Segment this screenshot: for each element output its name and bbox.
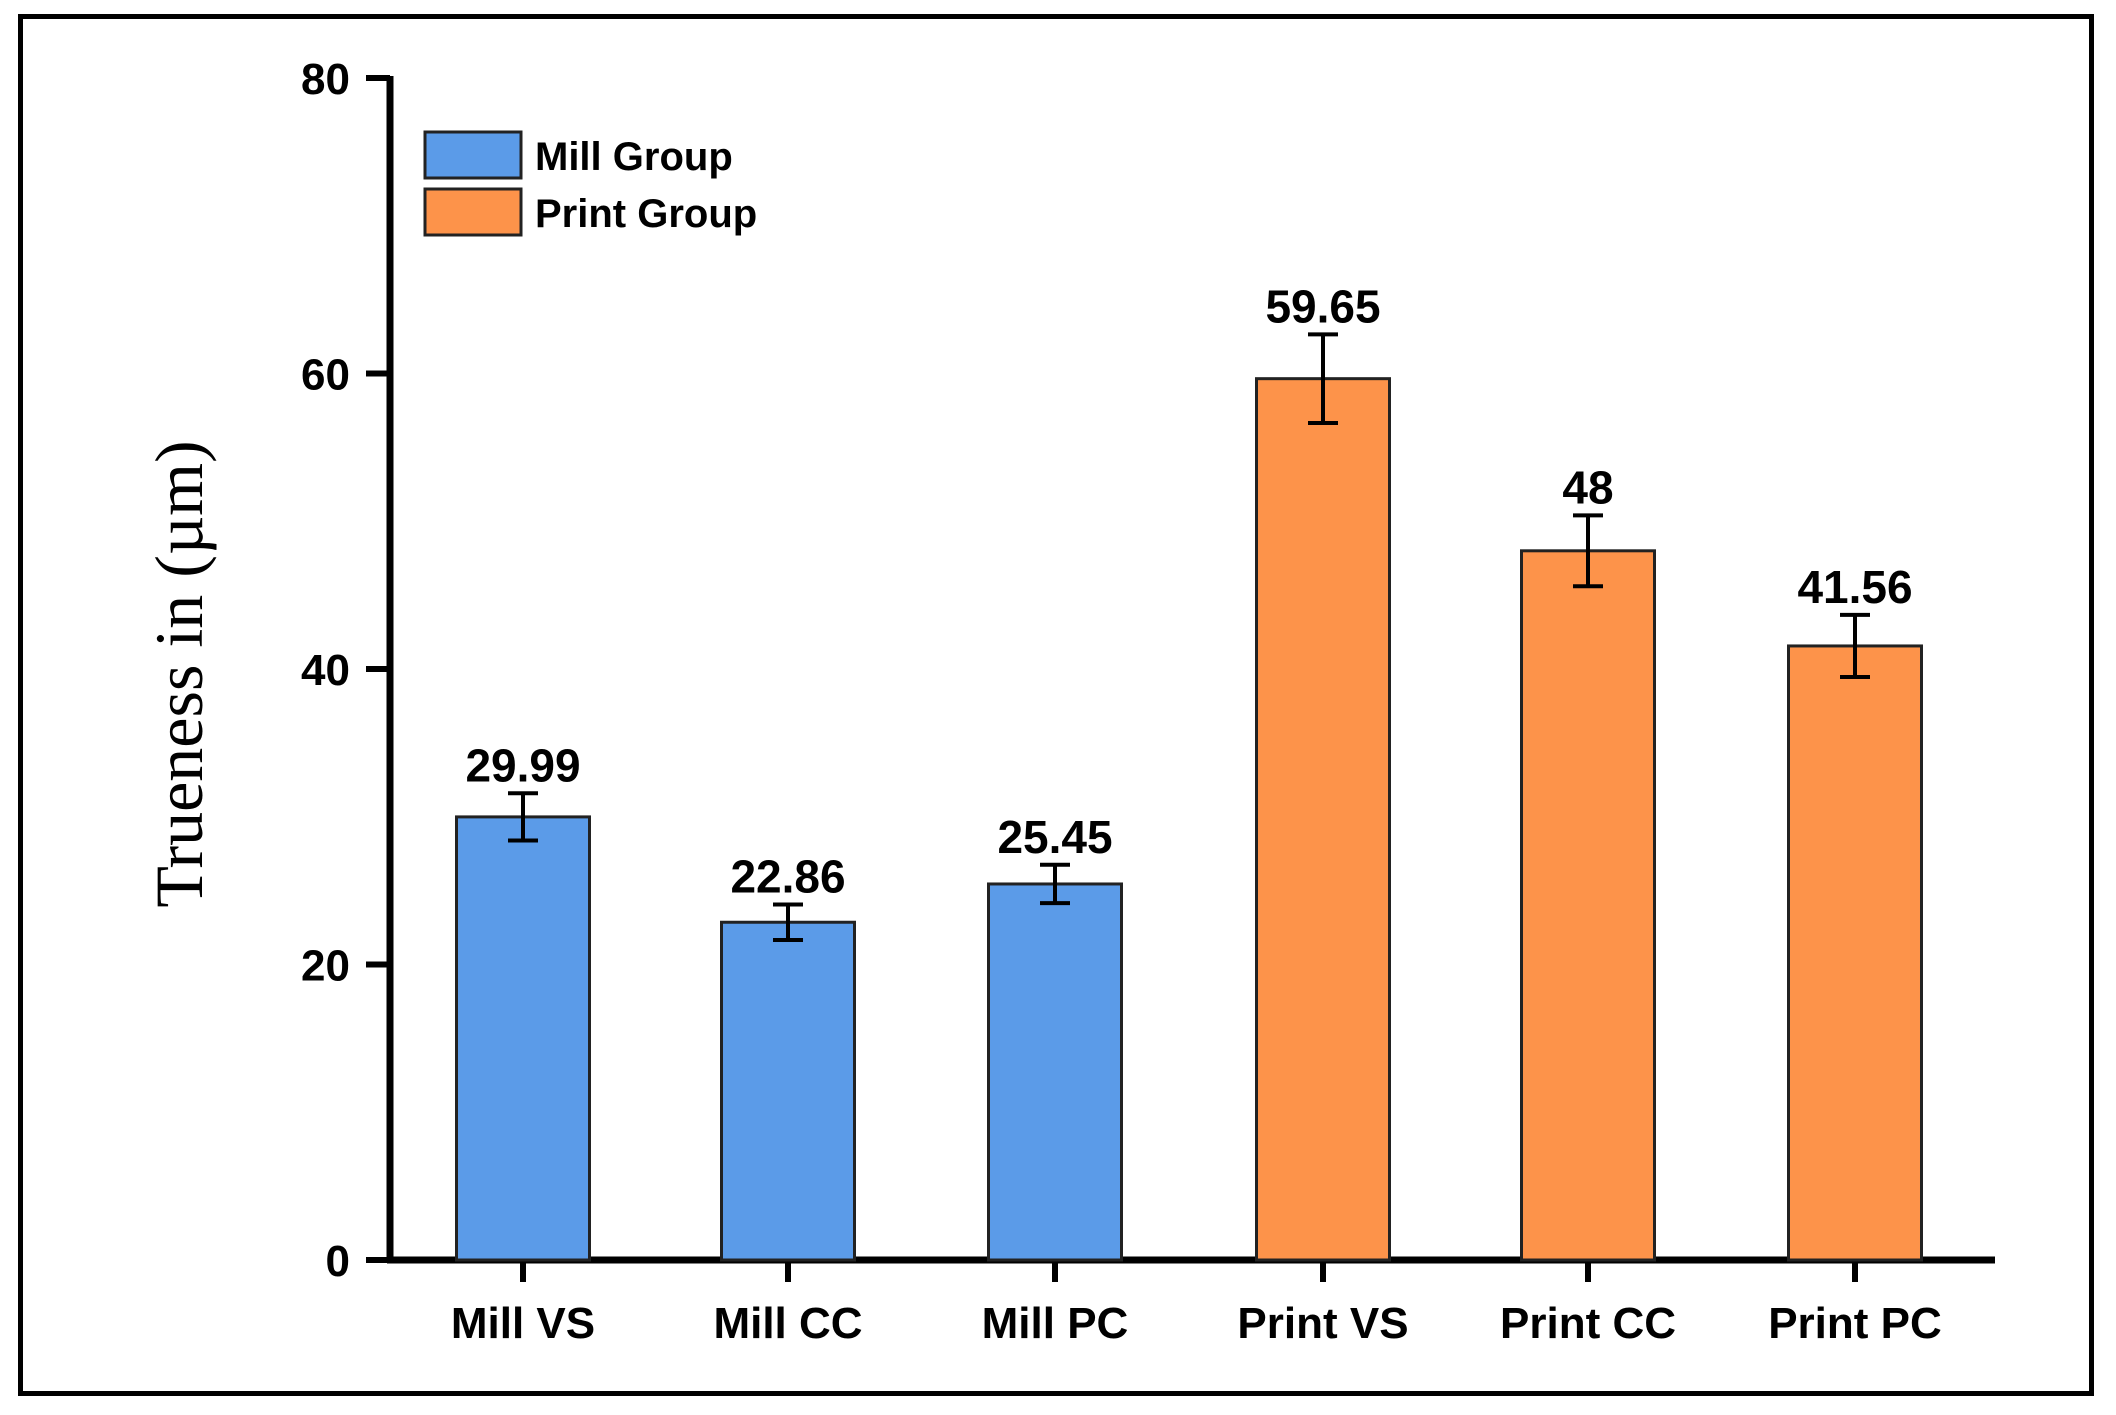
data-label: 48 — [1562, 461, 1613, 513]
legend-label: Mill Group — [535, 135, 733, 179]
x-tick-label: Print PC — [1768, 1299, 1942, 1348]
bar — [455, 815, 591, 1262]
data-label: 41.56 — [1797, 561, 1912, 613]
data-label: 29.99 — [465, 739, 580, 791]
x-tick-label: Print VS — [1237, 1299, 1408, 1348]
bar — [720, 920, 856, 1262]
x-tick-label: Mill VS — [451, 1299, 595, 1348]
y-tick-label: 40 — [301, 646, 350, 695]
y-tick-label: 80 — [301, 55, 350, 104]
legend: Mill Group Print Group — [423, 130, 757, 237]
x-tick-label: Mill PC — [982, 1299, 1129, 1348]
legend-swatch — [423, 130, 523, 180]
legend-swatch — [423, 187, 523, 237]
x-tick-label: Print CC — [1500, 1299, 1676, 1348]
data-label: 59.65 — [1265, 280, 1380, 332]
bar — [987, 882, 1123, 1262]
axes: 0 20 40 60 80 Trueness in (µm) — [141, 55, 1995, 1286]
labels: 29.99 Mill VS 22.86 Mill CC 25.45 Mill PC 59.6… — [451, 280, 1942, 1348]
bar — [1520, 549, 1656, 1262]
y-tick-label: 60 — [301, 351, 350, 400]
y-tick-label: 0 — [326, 1237, 350, 1286]
data-label: 25.45 — [997, 811, 1112, 863]
data-label: 22.86 — [730, 851, 845, 903]
bars — [455, 332, 1923, 1262]
x-tick-label: Mill CC — [713, 1299, 862, 1348]
legend-label: Print Group — [535, 192, 757, 236]
bar — [1787, 644, 1923, 1262]
y-tick-label: 20 — [301, 942, 350, 991]
y-axis-title: Trueness in (µm) — [141, 440, 217, 907]
bar — [1255, 377, 1391, 1262]
